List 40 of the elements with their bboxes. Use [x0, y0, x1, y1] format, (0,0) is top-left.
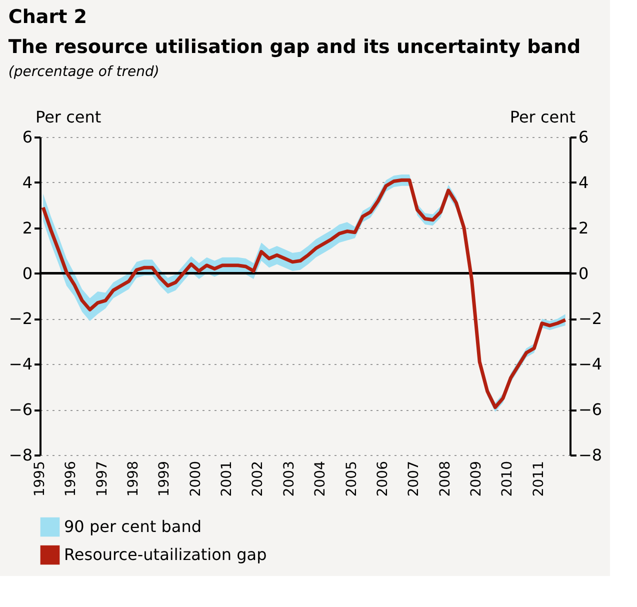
x-tick-label: 1999	[156, 461, 173, 497]
x-tick-label: 1995	[32, 461, 48, 497]
y2-tick-label: 6	[578, 128, 589, 146]
y2-tick-label: −2	[578, 309, 602, 328]
y2-tick-label: 4	[578, 172, 589, 192]
y-axis-title: Per cent	[36, 108, 102, 126]
x-tick-label: 2005	[344, 461, 360, 497]
x-tick-label: 2004	[312, 460, 329, 497]
legend-label: 90 per cent band	[64, 517, 202, 536]
y2-tick-label: −4	[578, 354, 602, 374]
x-tick-label: 2006	[374, 460, 391, 497]
x-tick-label: 2007	[406, 461, 422, 497]
y2-tick-label: 0	[578, 264, 589, 283]
x-tick-label: 2011	[530, 461, 547, 497]
x-tick-label: 2003	[281, 461, 298, 497]
x-tick-label: 2008	[437, 461, 454, 497]
y2-tick-label: −6	[578, 400, 602, 420]
x-tick-label: 2002	[250, 461, 266, 497]
x-tick-label: 1997	[94, 461, 110, 497]
y2-tick-label: 2	[578, 218, 589, 238]
x-tick-label: 1996	[63, 460, 80, 497]
y-tick-label: 6	[22, 128, 32, 146]
x-tick-label: 2000	[188, 461, 204, 497]
chart-title: Chart 2	[8, 6, 88, 28]
y-tick-label: −6	[8, 400, 32, 420]
y-tick-label: 0	[22, 264, 32, 283]
x-tick-label: 2001	[219, 461, 236, 497]
legend-label: Resource-utailization gap	[64, 545, 267, 564]
y-tick-label: 2	[22, 218, 32, 238]
x-tick-label: 1998	[126, 461, 142, 497]
y-tick-label: −4	[8, 354, 32, 374]
chart-subtitle: The resource utilisation gap and its uncertainty band	[8, 36, 581, 58]
y-tick-label: −2	[8, 309, 32, 328]
x-tick-label: 2009	[468, 461, 484, 497]
y-tick-label: −8	[8, 446, 32, 464]
y-tick-label: 4	[22, 172, 32, 192]
y2-axis-title: Per cent	[510, 108, 576, 126]
y2-tick-label: −8	[578, 446, 602, 464]
text: (percentage of trend)	[8, 64, 160, 80]
x-tick-label: 2010	[500, 461, 516, 497]
